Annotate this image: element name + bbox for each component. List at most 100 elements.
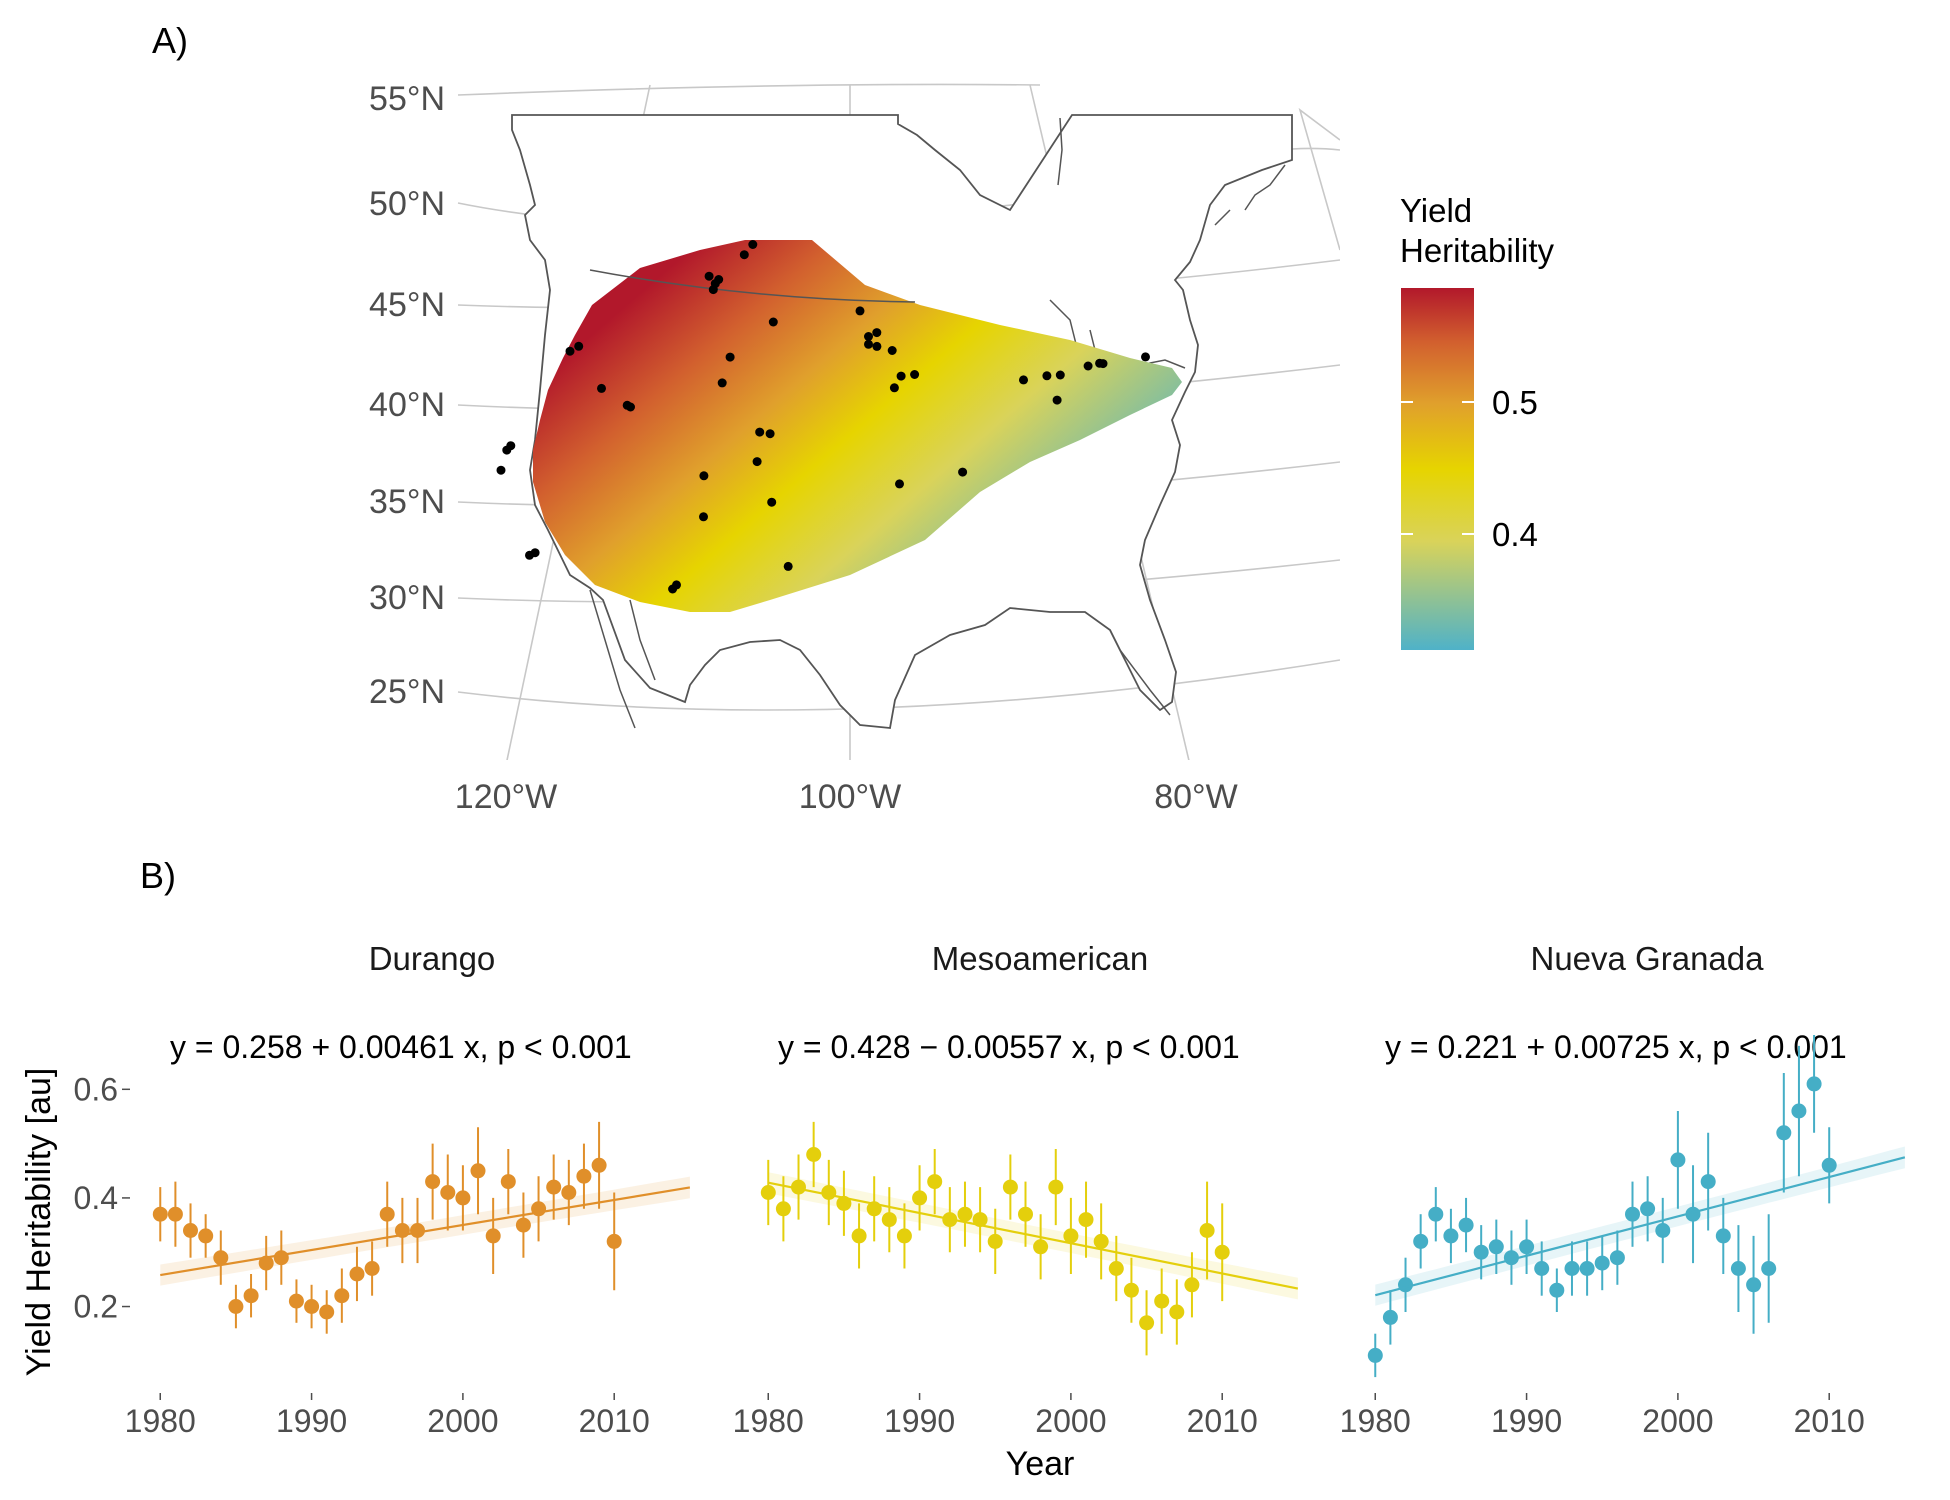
panel-a-label: A) — [152, 20, 188, 61]
facet-title-mesoamerican: Mesoamerican — [932, 940, 1148, 977]
data-point — [304, 1299, 320, 1314]
colorbar-legend: Yield Heritability 0.5 0.4 — [1400, 192, 1555, 650]
site-point — [714, 275, 724, 284]
site-point — [889, 383, 899, 393]
data-point — [1002, 1179, 1018, 1195]
legend-tick-04: 0.4 — [1492, 516, 1538, 553]
site-point — [752, 457, 762, 467]
lat-label-50n: 50°N — [369, 185, 445, 223]
x-tick-label: 2010 — [1794, 1403, 1865, 1439]
legend-title-line-1: Yield — [1400, 192, 1472, 229]
equation-durango: y = 0.258 + 0.00461 x, p < 0.001 — [170, 1029, 632, 1065]
data-point — [1199, 1223, 1215, 1238]
trend-line — [160, 1186, 691, 1277]
x-tick-label: 1990 — [884, 1403, 955, 1439]
data-point — [1609, 1250, 1625, 1266]
site-point — [895, 479, 904, 489]
site-point — [699, 471, 709, 481]
data-point — [1655, 1223, 1671, 1238]
site-point — [725, 352, 735, 362]
data-point — [1776, 1125, 1792, 1141]
data-point — [775, 1201, 791, 1217]
heritability-region — [533, 240, 1182, 612]
data-point — [1519, 1239, 1535, 1255]
data-point — [198, 1228, 214, 1244]
legend-title-line-2: Heritability — [1400, 232, 1555, 269]
panel-b-label: B) — [140, 855, 176, 896]
facet-title-nueva-granada: Nueva Granada — [1531, 940, 1765, 977]
data-point — [1078, 1212, 1094, 1228]
data-point — [927, 1174, 943, 1190]
data-point — [821, 1185, 837, 1200]
y-axis: 0.6 0.4 0.2 — [74, 1071, 130, 1325]
lat-label-45n: 45°N — [369, 286, 445, 324]
data-point — [1184, 1277, 1200, 1293]
site-point — [717, 378, 727, 388]
site-point — [748, 240, 758, 249]
lat-label-25n: 25°N — [369, 673, 445, 711]
data-point — [410, 1223, 425, 1238]
site-point — [699, 512, 708, 522]
data-point — [228, 1299, 244, 1314]
data-point — [485, 1228, 501, 1244]
data-point — [425, 1174, 441, 1190]
site-point — [1098, 359, 1108, 369]
data-point — [213, 1250, 229, 1266]
data-point — [806, 1147, 822, 1162]
x-tick-label: 2000 — [427, 1403, 498, 1439]
data-point — [1473, 1244, 1489, 1260]
lon-label-100w: 100°W — [799, 778, 901, 816]
facet-mesoamerican: Mesoamerican y = 0.428 − 0.00557 x, p < … — [733, 940, 1299, 1439]
data-point — [1367, 1347, 1383, 1363]
site-point — [496, 465, 506, 475]
data-point — [258, 1255, 274, 1271]
site-point — [783, 561, 793, 571]
data-point — [591, 1157, 607, 1173]
site-point — [1141, 352, 1150, 362]
data-point — [1625, 1206, 1640, 1222]
facet-durango: Durango y = 0.258 + 0.00461 x, p < 0.001… — [125, 940, 691, 1439]
lon-label-80w: 80°W — [1154, 778, 1238, 816]
canada-coast — [1057, 117, 1286, 226]
parallel-55n — [457, 83, 1041, 96]
equation-nueva-granada: y = 0.221 + 0.00725 x, p < 0.001 — [1385, 1029, 1847, 1065]
data-point — [791, 1179, 806, 1195]
map-lat-labels: 55°N 50°N 45°N 40°N 35°N 30°N 25°N — [369, 80, 445, 711]
site-point — [864, 339, 873, 349]
data-point — [1063, 1228, 1079, 1244]
data-point — [1033, 1239, 1049, 1255]
data-point — [1579, 1261, 1595, 1276]
facet-durango-plot: 1980 1990 2000 2010 — [125, 1121, 691, 1439]
x-tick-label: 1980 — [125, 1403, 196, 1439]
data-point — [470, 1163, 486, 1179]
data-point — [1169, 1304, 1185, 1320]
y-axis-title: Yield Heritability [au] — [20, 1068, 58, 1377]
map-panel — [457, 83, 1340, 760]
x-tick-label: 1980 — [733, 1403, 804, 1439]
x-tick-label: 2010 — [1187, 1403, 1258, 1439]
meridian-east — [1298, 107, 1340, 251]
data-point — [1715, 1228, 1731, 1244]
data-point — [1048, 1179, 1064, 1195]
facet-mesoamerican-plot: 1980 1990 2000 2010 — [733, 1121, 1299, 1439]
data-point — [1791, 1103, 1807, 1119]
x-tick-label: 1990 — [1491, 1403, 1562, 1439]
data-point — [1413, 1233, 1429, 1249]
site-point — [768, 317, 778, 327]
data-point — [1214, 1244, 1230, 1260]
lat-label-55n: 55°N — [369, 80, 445, 118]
data-point — [364, 1261, 380, 1276]
data-point — [1443, 1228, 1459, 1244]
data-point — [912, 1190, 928, 1206]
equation-mesoamerican: y = 0.428 − 0.00557 x, p < 0.001 — [778, 1029, 1240, 1065]
trend-line — [1374, 1156, 1906, 1297]
legend-tick-05: 0.5 — [1492, 384, 1538, 421]
data-point — [606, 1233, 622, 1249]
data-point — [896, 1228, 912, 1244]
data-point — [500, 1174, 516, 1190]
data-point — [1670, 1152, 1686, 1168]
site-point — [1055, 370, 1065, 380]
data-point — [440, 1185, 456, 1200]
site-point — [767, 497, 777, 507]
